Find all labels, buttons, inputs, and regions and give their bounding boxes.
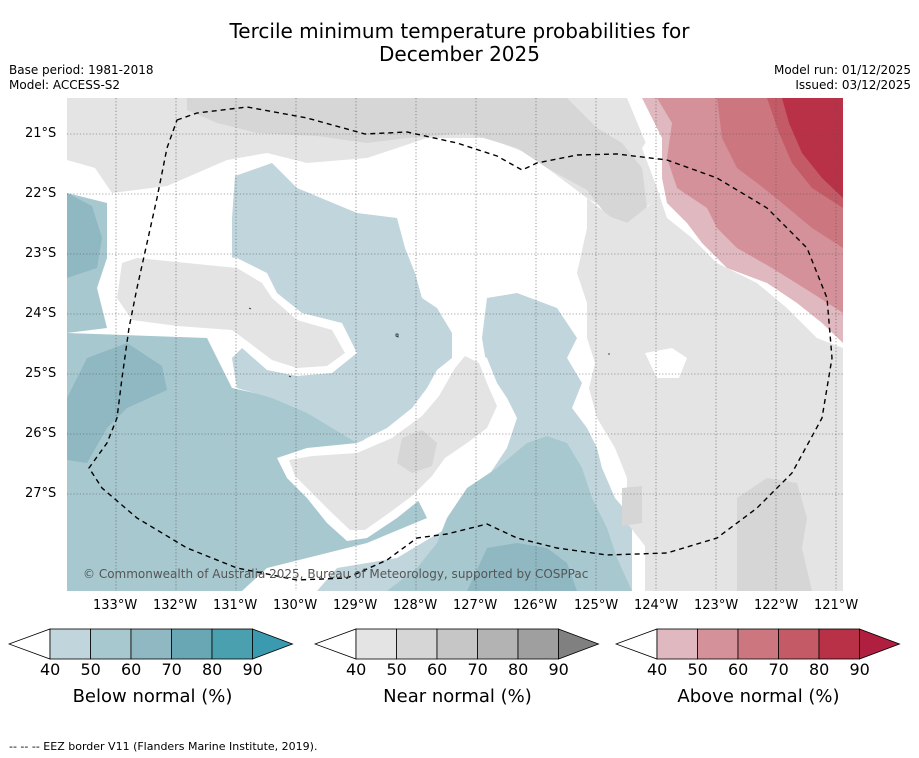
eez-footnote: -- -- -- EEZ border V11 (Flanders Marine… xyxy=(9,740,318,753)
colorbar-segment xyxy=(355,628,397,660)
colorbar-near-title: Near normal (%) xyxy=(383,686,532,707)
colorbar-tick-label: 90 xyxy=(242,660,263,679)
below-region-south-mid xyxy=(387,436,632,591)
colorbar-tick-label: 40 xyxy=(647,660,668,679)
model-run: Model run: 01/12/2025 xyxy=(773,63,911,77)
colorbar-tick-label: 60 xyxy=(121,660,142,679)
colorbar-tick-label: 50 xyxy=(80,660,101,679)
colorbar-tick-label: 80 xyxy=(202,660,223,679)
colorbar-segment xyxy=(130,628,172,660)
colorbar-segment xyxy=(211,628,253,660)
colorbar-high-extend xyxy=(252,628,294,660)
colorbar-below-title: Below normal (%) xyxy=(72,686,233,707)
colorbar-above xyxy=(615,628,901,660)
lon-label-132: 132°W xyxy=(153,598,198,613)
colorbar-segment xyxy=(656,628,698,660)
chart-title-line2: December 2025 xyxy=(379,42,540,66)
lon-label-121: 121°W xyxy=(814,598,859,613)
base-period: Base period: 1981-2018 xyxy=(9,63,154,77)
lon-label-133: 133°W xyxy=(93,598,138,613)
colorbar-segment xyxy=(171,628,213,660)
lon-label-131: 131°W xyxy=(213,598,258,613)
near-region-south-island-fill xyxy=(289,356,497,530)
model-name: Model: ACCESS-S2 xyxy=(9,78,121,92)
lon-label-123: 123°W xyxy=(694,598,739,613)
colorbar-segment xyxy=(90,628,132,660)
above-region-80 xyxy=(782,98,843,198)
island-marks xyxy=(248,307,610,378)
lat-label-24: 24°S xyxy=(25,306,57,321)
colorbar-above-title: Above normal (%) xyxy=(677,686,840,707)
near-region-south-island-dark xyxy=(397,430,437,473)
colorbar-low-extend xyxy=(314,628,357,660)
lon-label-127: 127°W xyxy=(453,598,498,613)
lon-label-124: 124°W xyxy=(634,598,679,613)
below-region-west-dark xyxy=(67,193,167,463)
lon-label-122: 122°W xyxy=(754,598,799,613)
colorbar-tick-label: 80 xyxy=(508,660,529,679)
chart-title-line1: Tercile minimum temperature probabilitie… xyxy=(229,19,690,43)
lat-label-23: 23°S xyxy=(25,246,57,261)
copyright-text: © Commonwealth of Australia 2025, Bureau… xyxy=(83,567,588,581)
colorbar-tick-label: 60 xyxy=(427,660,448,679)
lon-label-128: 128°W xyxy=(393,598,438,613)
colorbar-tick-label: 80 xyxy=(809,660,830,679)
colorbar-tick-label: 70 xyxy=(467,660,488,679)
colorbar-below xyxy=(8,628,294,660)
colorbar-segment xyxy=(778,628,820,660)
lat-label-27: 27°S xyxy=(25,486,57,501)
colorbar-tick-label: 90 xyxy=(849,660,870,679)
colorbar-segment xyxy=(477,628,519,660)
lon-label-129: 129°W xyxy=(333,598,378,613)
colorbar-tick-label: 50 xyxy=(687,660,708,679)
colorbar-tick-label: 70 xyxy=(768,660,789,679)
colorbar-segment xyxy=(436,628,478,660)
forecast-map: © Commonwealth of Australia 2025, Bureau… xyxy=(67,98,843,591)
colorbar-low-extend xyxy=(615,628,658,660)
colorbar-high-extend xyxy=(859,628,901,660)
colorbar-high-extend xyxy=(558,628,600,660)
colorbar-low-extend xyxy=(8,628,51,660)
lat-label-26: 26°S xyxy=(25,426,57,441)
colorbar-tick-label: 50 xyxy=(386,660,407,679)
colorbar-segment xyxy=(697,628,739,660)
colorbar-tick-label: 60 xyxy=(728,660,749,679)
colorbar-tick-label: 70 xyxy=(161,660,182,679)
colorbar-near xyxy=(314,628,600,660)
near-region-north-dark xyxy=(187,98,647,223)
colorbar-segment xyxy=(49,628,91,660)
lat-label-22: 22°S xyxy=(25,186,57,201)
near-region-west-island-fill xyxy=(117,258,345,368)
lat-label-21: 21°S xyxy=(25,126,57,141)
colorbar-tick-label: 40 xyxy=(346,660,367,679)
lon-label-126: 126°W xyxy=(513,598,558,613)
colorbar-segment xyxy=(517,628,559,660)
graticule-lines xyxy=(67,98,843,591)
issued-date: Issued: 03/12/2025 xyxy=(795,78,911,92)
colorbar-segment xyxy=(737,628,779,660)
lon-label-125: 125°W xyxy=(574,598,619,613)
colorbar-segment xyxy=(818,628,860,660)
no-signal-patch-east xyxy=(645,348,687,378)
colorbar-segment xyxy=(396,628,438,660)
lon-label-130: 130°W xyxy=(273,598,318,613)
below-region-south-dark xyxy=(467,543,577,591)
colorbar-tick-label: 40 xyxy=(40,660,61,679)
near-region-east-dark xyxy=(622,478,812,591)
eez-border xyxy=(88,106,833,581)
colorbar-tick-label: 90 xyxy=(548,660,569,679)
lat-label-25: 25°S xyxy=(25,366,57,381)
